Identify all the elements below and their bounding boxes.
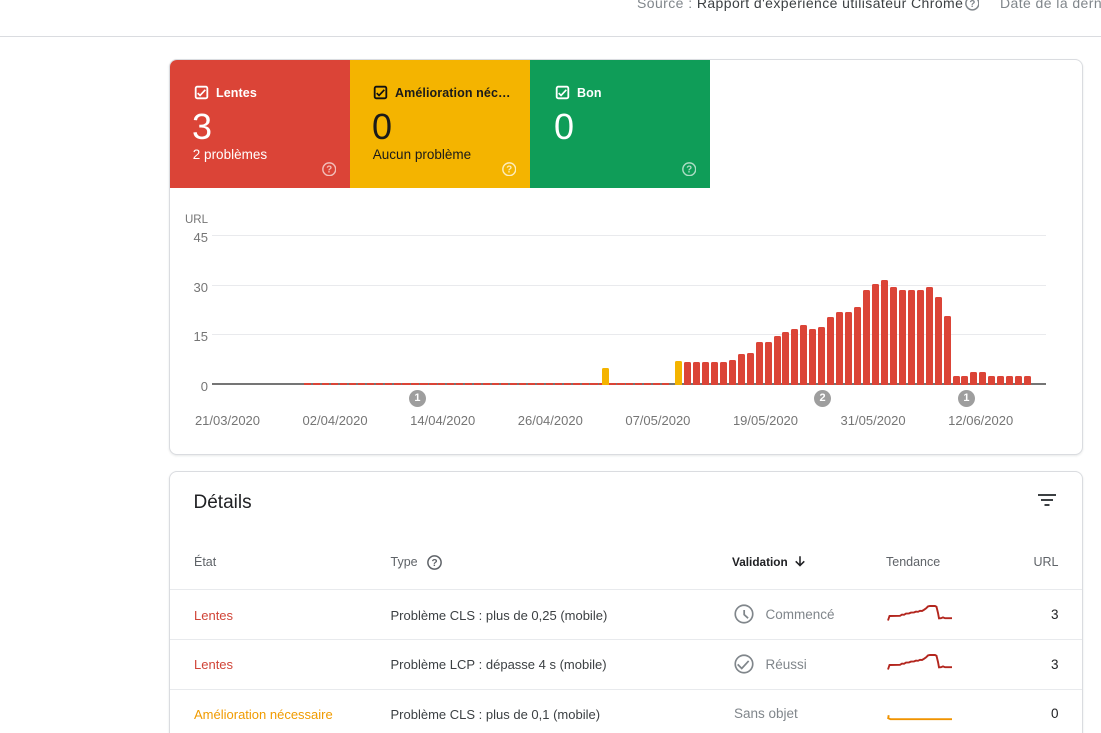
svg-text:?: ? bbox=[686, 164, 692, 175]
svg-text:?: ? bbox=[969, 0, 975, 10]
svg-text:?: ? bbox=[431, 558, 437, 569]
svg-text:?: ? bbox=[326, 164, 332, 175]
svg-text:?: ? bbox=[506, 164, 512, 175]
